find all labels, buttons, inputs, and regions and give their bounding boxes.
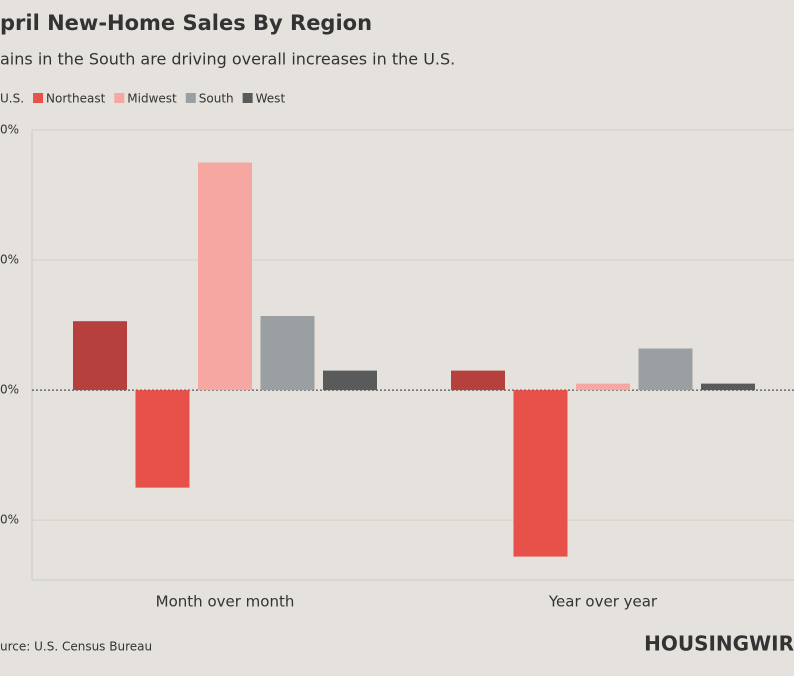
legend-label: South: [199, 92, 234, 106]
bar: [135, 390, 190, 488]
legend-swatch: [114, 93, 125, 103]
bar: [260, 315, 315, 391]
bar: [513, 390, 568, 557]
bar: [576, 383, 630, 391]
y-tick-label: 0%: [0, 513, 19, 527]
y-tick-label: 0%: [0, 253, 19, 267]
bar: [701, 383, 755, 391]
legend-label: Midwest: [127, 92, 177, 106]
x-tick-label: Year over year: [548, 593, 658, 611]
bar: [198, 162, 252, 391]
bar: [638, 348, 693, 391]
legend-label: U.S.: [0, 92, 24, 106]
y-tick-label: 0%: [0, 123, 19, 137]
legend-swatch: [185, 93, 196, 103]
bar: [451, 370, 505, 391]
legend-label: West: [256, 92, 286, 106]
chart-subtitle: ains in the South are driving overall in…: [0, 50, 455, 69]
y-tick-label: 0%: [0, 383, 19, 397]
legend-label: Northeast: [46, 92, 106, 106]
bar: [323, 370, 377, 391]
source: urce: U.S. Census Bureau: [0, 640, 152, 654]
logo: HOUSINGWIR: [644, 632, 794, 656]
legend-swatch: [242, 93, 253, 103]
x-tick-label: Month over month: [156, 593, 295, 611]
chart-title: pril New-Home Sales By Region: [0, 11, 372, 35]
legend-swatch: [33, 93, 44, 103]
bar: [73, 321, 127, 391]
